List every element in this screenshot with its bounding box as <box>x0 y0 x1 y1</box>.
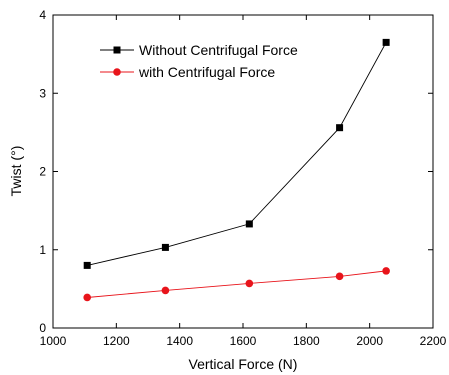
data-point <box>83 261 91 269</box>
data-point <box>161 286 170 295</box>
data-point <box>382 38 390 46</box>
x-tick-label: 1400 <box>166 334 193 348</box>
x-tick-label: 1600 <box>230 334 257 348</box>
y-tick-label: 1 <box>39 243 46 257</box>
data-point <box>382 267 390 275</box>
data-point <box>245 279 254 288</box>
x-axis-label: Vertical Force (N) <box>189 356 298 372</box>
x-tick-label: 1200 <box>103 334 130 348</box>
x-tick-label: 2000 <box>356 334 383 348</box>
data-point <box>245 220 253 228</box>
series-group <box>83 38 390 302</box>
x-tick-label: 2200 <box>420 334 447 348</box>
y-tick-label: 3 <box>39 86 46 100</box>
ticks: 1000 1200 1400 1600 1800 2000 2200 0 1 2 3 4 <box>39 8 446 348</box>
y-tick-label: 0 <box>39 321 46 335</box>
y-tick-label: 2 <box>39 165 46 179</box>
x-tick-label: 1000 <box>40 334 67 348</box>
data-point <box>335 272 344 281</box>
legend-marker <box>113 46 121 54</box>
legend-marker <box>113 68 121 76</box>
legend: Without Centrifugal Force with Centrifuga… <box>100 42 298 80</box>
x-tick-label: 1800 <box>293 334 320 348</box>
legend-label: Without Centrifugal Force <box>139 42 298 58</box>
y-axis-label: Twist (°) <box>8 146 24 197</box>
data-point <box>161 243 169 251</box>
y-tick-label: 4 <box>39 8 46 22</box>
legend-label: with Centrifugal Force <box>138 64 275 80</box>
plot-frame <box>52 14 434 329</box>
data-point <box>336 124 344 132</box>
data-point <box>83 293 91 302</box>
